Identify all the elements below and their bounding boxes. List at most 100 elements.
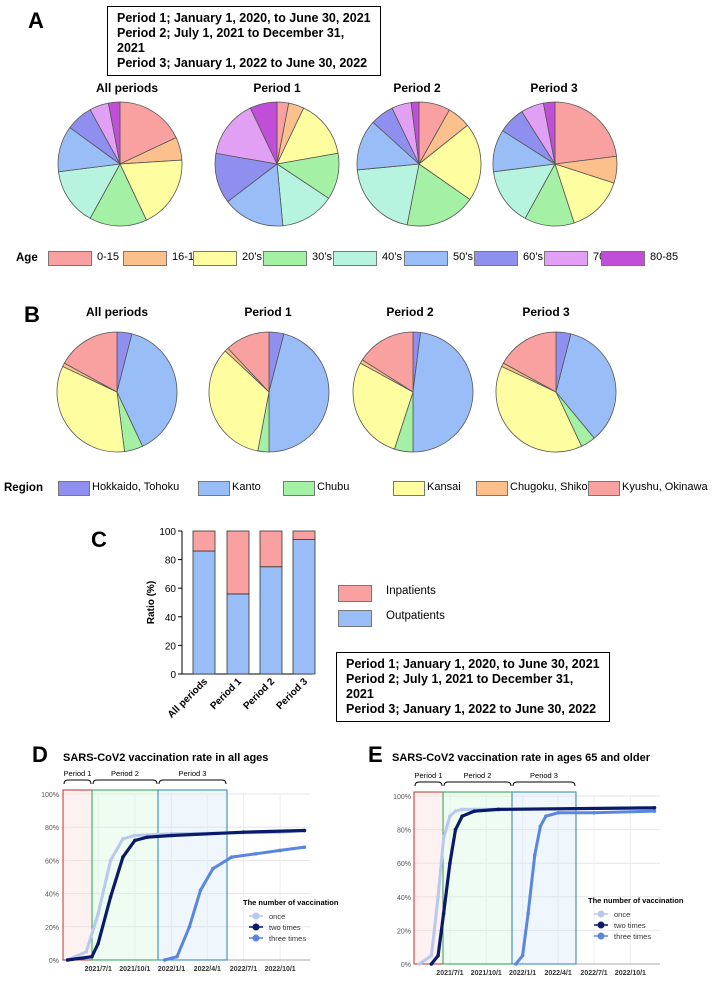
- vacc-d-series-two-times-point: [65, 958, 70, 962]
- age-pie-3-slice-8: [542, 101, 556, 165]
- region-legend-label-0: Hokkaido, Tohoku: [92, 481, 180, 493]
- age-pie-1-slice-4: [276, 163, 330, 227]
- vacc-e-y-tick-label: 80%: [397, 828, 411, 835]
- vacc-e-legend-title: The number of vaccination: [588, 896, 684, 905]
- vacc-e-x-tick-label: 2022/4/1: [545, 970, 572, 977]
- period-2-definition-c: Period 2; July 1, 2021 to December 31, 2…: [346, 672, 574, 701]
- region-pie-1-slice-3: [208, 350, 270, 452]
- vacc-e-legend-marker-2: [597, 932, 605, 940]
- period-3-definition: Period 3; January 1, 2022 to June 30, 20…: [117, 56, 368, 70]
- age-pie-0-slice-2: [119, 159, 183, 221]
- vacc-d-y-tick-label: 20%: [45, 925, 59, 932]
- age-legend-swatch-6: [474, 251, 518, 266]
- vacc-e-series-three-times-point: [514, 962, 518, 966]
- vacc-d-legend-label-0: once: [269, 912, 285, 921]
- region-legend-label-5: Kyushu, Okinawa: [622, 481, 708, 493]
- region-legend-label-2: Chubu: [317, 481, 350, 493]
- vacc-d-x-tick-label: 2021/7/1: [85, 966, 112, 973]
- age-legend-label-6: 60’s: [523, 251, 543, 263]
- vacc-d-series-two-times-point: [169, 833, 174, 838]
- vacc-e-legend-label-2: three times: [614, 932, 651, 941]
- age-pie-0-slice-4: [58, 163, 121, 219]
- region-legend-label-1: Kanto: [232, 481, 261, 493]
- vacc-e-legend-label-1: two times: [614, 921, 646, 930]
- bar-inpatients-3: [292, 530, 316, 540]
- bar-y-tick-label: 20: [165, 641, 177, 652]
- panel-label-d: D: [32, 742, 48, 767]
- vacc-e-period-3-bracket: [512, 781, 576, 787]
- region-pie-3-slice-3: [495, 365, 583, 453]
- age-legend-label-5: 50’s: [453, 251, 473, 263]
- vacc-d-x-tick-label: 2022/7/1: [230, 966, 257, 973]
- vacc-d-legend-marker-0: [252, 912, 260, 920]
- region-legend-swatch-3: [393, 481, 425, 496]
- vacc-d-series-once-point: [84, 949, 89, 954]
- region-legend-title: Region: [4, 482, 43, 494]
- vacc-d-x-tick-label: 2022/4/1: [194, 966, 221, 973]
- vacc-e-series-two-times-point: [652, 805, 657, 810]
- vacc-d-series-two-times-point: [96, 941, 101, 946]
- period-1-definition: Period 1; January 1, 2020, to June 30, 2…: [117, 11, 371, 25]
- vacc-d-title: SARS-CoV2 vaccination rate in all ages: [63, 752, 269, 764]
- vacc-d-legend-label-2: three times: [269, 934, 306, 943]
- vacc-e-period-2-label: Period 2: [464, 771, 492, 780]
- age-legend-swatch-1: [123, 251, 167, 266]
- vacc-e-series-three-times-point: [526, 911, 530, 916]
- vacc-e-series-three-times-point: [533, 853, 537, 857]
- vacc-e-series-once-point: [429, 953, 434, 958]
- vacc-e-series-once-point: [436, 895, 440, 899]
- age-legend-title: Age: [16, 252, 38, 264]
- vacc-e-y-tick-label: 40%: [397, 895, 411, 902]
- vacc-d-series-once-point: [133, 833, 137, 838]
- region-pie-2-slice-5: [361, 331, 414, 393]
- panel-label-e: E: [368, 742, 383, 767]
- vacc-d-period-2-label: Period 2: [111, 769, 139, 778]
- age-pie-charts: [57, 101, 618, 227]
- period-definition-box-c: Period 1; January 1, 2020, to June 30, 2…: [336, 652, 610, 722]
- vaccination-chart-65-older: 0% 20% 40% 60% 80% 100% 2021/7/1 2021/10/1 2022/…: [393, 771, 684, 977]
- age-legend-swatch-3: [263, 251, 307, 266]
- vacc-e-series-once-point: [460, 807, 464, 812]
- vacc-d-series-once-point: [96, 911, 101, 916]
- vacc-d-series-once-point: [108, 858, 113, 863]
- bar-inpatients-0: [192, 530, 216, 552]
- bar-inpatients-2: [259, 530, 283, 568]
- region-pie-2-slice-3: [352, 362, 414, 450]
- region-pie-1-slice-5: [227, 331, 270, 394]
- vacc-e-y-tick-label: 60%: [397, 861, 411, 868]
- age-pie-title-p1: Period 1: [253, 81, 301, 95]
- vacc-e-series-two-times-point: [448, 861, 452, 865]
- age-legend-swatch-2: [193, 251, 237, 266]
- vacc-e-title: SARS-CoV2 vaccination rate in ages 65 an…: [392, 752, 650, 764]
- vacc-e-series-once-point: [448, 814, 452, 818]
- age-pie-0-slice-3: [89, 163, 147, 227]
- bar-category-label-0: All periods: [166, 676, 211, 721]
- vacc-d-period-3-bracket: [158, 779, 227, 785]
- region-pie-title-p1: Period 1: [244, 305, 292, 319]
- vacc-e-series-two-times-point: [429, 962, 434, 966]
- bar-y-tick-label: 80: [165, 556, 177, 567]
- bar-category-label-1: Period 1: [208, 676, 244, 712]
- region-legend-label-3: Kansai: [427, 481, 461, 493]
- age-pie-3-slice-4: [493, 163, 556, 219]
- legend-swatch-inpatients: [338, 585, 372, 602]
- region-pie-title-p3: Period 3: [522, 305, 570, 319]
- bar-category-label-3: Period 3: [274, 676, 310, 712]
- panel-label-c: C: [91, 527, 107, 552]
- age-legend-label-8: 80-85: [650, 251, 679, 263]
- vacc-d-legend-label-1: two times: [269, 923, 301, 932]
- vacc-e-series-three-times-point: [652, 809, 657, 813]
- vacc-d-series-three-times-point: [211, 866, 215, 871]
- vacc-d-series-two-times-point: [90, 954, 94, 959]
- vacc-e-x-tick-label: 2022/1/1: [509, 970, 536, 977]
- vacc-e-series-three-times-point: [538, 824, 543, 829]
- vacc-d-series-three-times-point: [278, 848, 282, 853]
- bar-category-label-2: Period 2: [241, 676, 277, 712]
- vacc-d-legend-marker-1: [252, 923, 260, 931]
- vacc-e-series-two-times-point: [441, 911, 446, 916]
- vacc-e-series-two-times-point: [460, 814, 464, 818]
- period-1-definition-c: Period 1; January 1, 2020, to June 30, 2…: [346, 657, 600, 671]
- age-pie-1-slice-5: [227, 163, 284, 227]
- age-pie-2-slice-4: [356, 163, 420, 226]
- age-pie-title-p2: Period 2: [393, 81, 441, 95]
